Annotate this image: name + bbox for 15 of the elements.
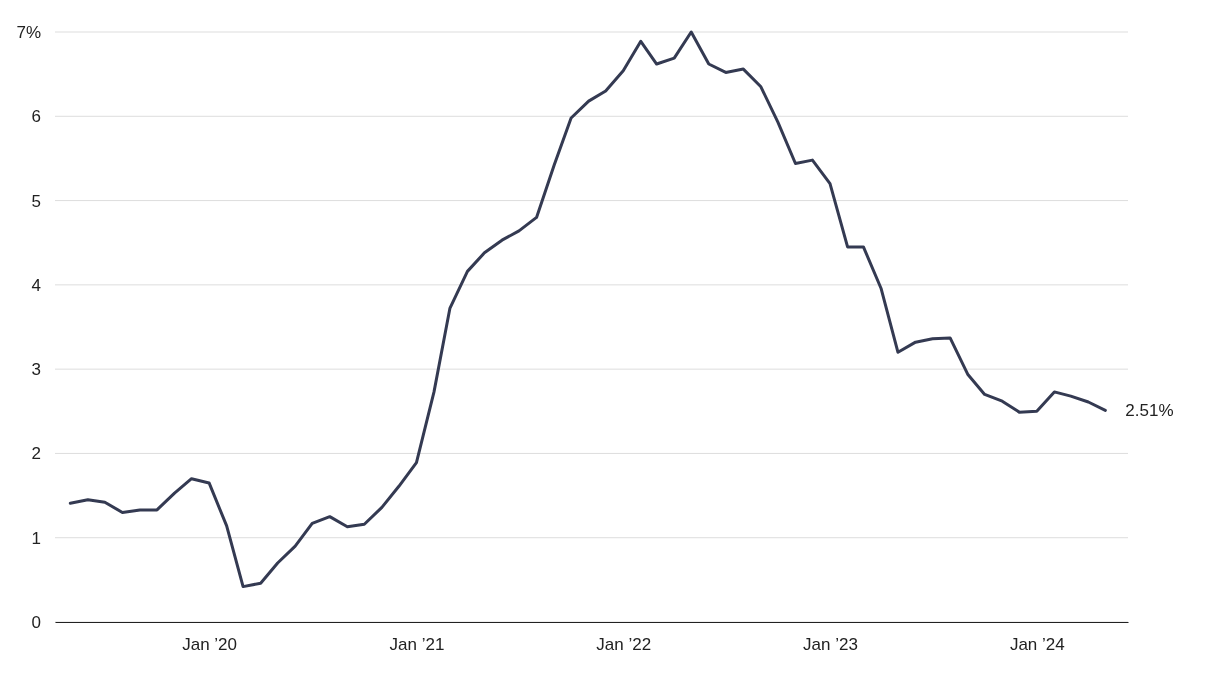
line-series bbox=[68, 30, 1107, 589]
annotation: 2.51% bbox=[1125, 401, 1174, 421]
y-tick-label: 1 bbox=[31, 528, 41, 548]
y-tick-label: 0 bbox=[31, 612, 41, 632]
x-tick-label: Jan ’23 bbox=[803, 635, 858, 655]
x-tick-label: Jan ’24 bbox=[1009, 635, 1065, 655]
x-tick-label: Jan ’22 bbox=[596, 635, 652, 655]
y-tick-label: 6 bbox=[31, 107, 41, 127]
x-tick-label: Jan ’20 bbox=[182, 635, 238, 655]
x-tick-label: Jan ’21 bbox=[389, 635, 445, 655]
y-tick-label: 7% bbox=[16, 22, 41, 42]
y-tick-label: 3 bbox=[31, 360, 41, 380]
y-tick-label: 2 bbox=[31, 444, 41, 464]
y-tick-label: 5 bbox=[31, 191, 41, 211]
y-tick-label: 4 bbox=[31, 275, 41, 295]
